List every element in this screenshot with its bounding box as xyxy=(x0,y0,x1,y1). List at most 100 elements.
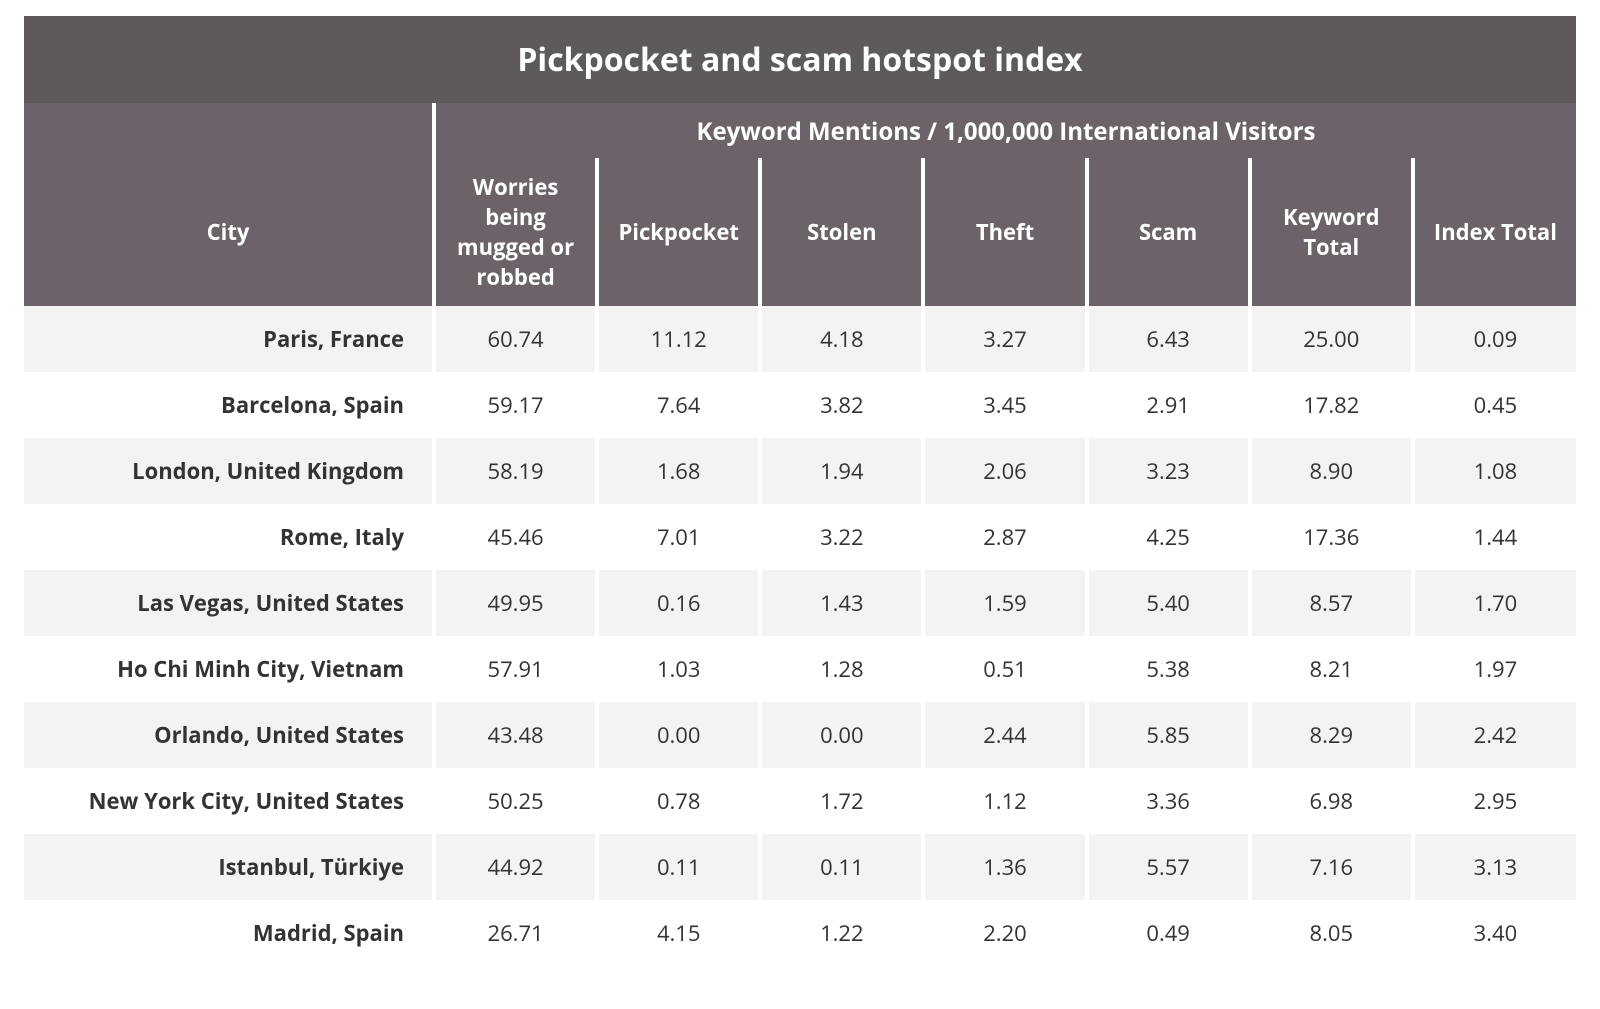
cell-scam: 0.49 xyxy=(1087,900,1250,966)
cell-pickpocket: 7.01 xyxy=(597,504,760,570)
cell-stolen: 0.00 xyxy=(760,702,923,768)
cell-worries: 60.74 xyxy=(434,306,597,372)
cell-pickpocket: 0.16 xyxy=(597,570,760,636)
cell-city: Barcelona, Spain xyxy=(24,372,434,438)
cell-index-total: 0.09 xyxy=(1413,306,1576,372)
cell-city: Rome, Italy xyxy=(24,504,434,570)
cell-scam: 3.36 xyxy=(1087,768,1250,834)
cell-keyword-total: 17.82 xyxy=(1250,372,1413,438)
cell-worries: 59.17 xyxy=(434,372,597,438)
cell-keyword-total: 6.98 xyxy=(1250,768,1413,834)
cell-city: London, United Kingdom xyxy=(24,438,434,504)
table-title: Pickpocket and scam hotspot index xyxy=(24,16,1576,103)
cell-city: Las Vegas, United States xyxy=(24,570,434,636)
hotspot-table: Keyword Mentions / 1,000,000 Internation… xyxy=(24,103,1576,966)
cell-scam: 5.40 xyxy=(1087,570,1250,636)
cell-keyword-total: 8.57 xyxy=(1250,570,1413,636)
cell-scam: 6.43 xyxy=(1087,306,1250,372)
cell-theft: 3.27 xyxy=(923,306,1086,372)
cell-worries: 49.95 xyxy=(434,570,597,636)
cell-index-total: 3.40 xyxy=(1413,900,1576,966)
table-row: Orlando, United States 43.48 0.00 0.00 2… xyxy=(24,702,1576,768)
cell-theft: 0.51 xyxy=(923,636,1086,702)
cell-pickpocket: 11.12 xyxy=(597,306,760,372)
cell-worries: 26.71 xyxy=(434,900,597,966)
cell-stolen: 3.82 xyxy=(760,372,923,438)
table-row: Rome, Italy 45.46 7.01 3.22 2.87 4.25 17… xyxy=(24,504,1576,570)
super-header-label: Keyword Mentions / 1,000,000 Internation… xyxy=(434,103,1576,158)
cell-keyword-total: 8.90 xyxy=(1250,438,1413,504)
page-container: Pickpocket and scam hotspot index Keywor… xyxy=(0,0,1600,982)
cell-scam: 4.25 xyxy=(1087,504,1250,570)
cell-pickpocket: 1.03 xyxy=(597,636,760,702)
table-body: Paris, France 60.74 11.12 4.18 3.27 6.43… xyxy=(24,306,1576,966)
cell-worries: 58.19 xyxy=(434,438,597,504)
cell-city: Ho Chi Minh City, Vietnam xyxy=(24,636,434,702)
cell-pickpocket: 0.11 xyxy=(597,834,760,900)
cell-worries: 44.92 xyxy=(434,834,597,900)
cell-scam: 2.91 xyxy=(1087,372,1250,438)
table-header-row: City Worries being mugged or robbed Pick… xyxy=(24,158,1576,306)
cell-theft: 3.45 xyxy=(923,372,1086,438)
cell-theft: 1.12 xyxy=(923,768,1086,834)
cell-pickpocket: 1.68 xyxy=(597,438,760,504)
cell-keyword-total: 8.21 xyxy=(1250,636,1413,702)
col-header-stolen: Stolen xyxy=(760,158,923,306)
cell-city: Paris, France xyxy=(24,306,434,372)
table-header: Keyword Mentions / 1,000,000 Internation… xyxy=(24,103,1576,306)
cell-keyword-total: 17.36 xyxy=(1250,504,1413,570)
table-row: Ho Chi Minh City, Vietnam 57.91 1.03 1.2… xyxy=(24,636,1576,702)
cell-index-total: 0.45 xyxy=(1413,372,1576,438)
cell-city: Madrid, Spain xyxy=(24,900,434,966)
cell-index-total: 2.42 xyxy=(1413,702,1576,768)
cell-theft: 2.44 xyxy=(923,702,1086,768)
table-row: Paris, France 60.74 11.12 4.18 3.27 6.43… xyxy=(24,306,1576,372)
cell-keyword-total: 25.00 xyxy=(1250,306,1413,372)
cell-index-total: 1.44 xyxy=(1413,504,1576,570)
table-row: Las Vegas, United States 49.95 0.16 1.43… xyxy=(24,570,1576,636)
cell-pickpocket: 7.64 xyxy=(597,372,760,438)
cell-index-total: 1.08 xyxy=(1413,438,1576,504)
cell-index-total: 3.13 xyxy=(1413,834,1576,900)
cell-stolen: 1.72 xyxy=(760,768,923,834)
col-header-worries: Worries being mugged or robbed xyxy=(434,158,597,306)
table-row: London, United Kingdom 58.19 1.68 1.94 2… xyxy=(24,438,1576,504)
cell-scam: 5.57 xyxy=(1087,834,1250,900)
cell-stolen: 4.18 xyxy=(760,306,923,372)
cell-keyword-total: 8.05 xyxy=(1250,900,1413,966)
super-header-empty xyxy=(24,103,434,158)
cell-worries: 45.46 xyxy=(434,504,597,570)
cell-theft: 2.06 xyxy=(923,438,1086,504)
cell-keyword-total: 7.16 xyxy=(1250,834,1413,900)
cell-theft: 1.59 xyxy=(923,570,1086,636)
cell-worries: 57.91 xyxy=(434,636,597,702)
cell-stolen: 1.22 xyxy=(760,900,923,966)
cell-worries: 43.48 xyxy=(434,702,597,768)
cell-index-total: 1.97 xyxy=(1413,636,1576,702)
col-header-keyword-total: Keyword Total xyxy=(1250,158,1413,306)
cell-city: New York City, United States xyxy=(24,768,434,834)
cell-pickpocket: 0.78 xyxy=(597,768,760,834)
cell-city: Orlando, United States xyxy=(24,702,434,768)
cell-stolen: 1.43 xyxy=(760,570,923,636)
col-header-theft: Theft xyxy=(923,158,1086,306)
col-header-scam: Scam xyxy=(1087,158,1250,306)
cell-keyword-total: 8.29 xyxy=(1250,702,1413,768)
table-row: Madrid, Spain 26.71 4.15 1.22 2.20 0.49 … xyxy=(24,900,1576,966)
cell-scam: 5.38 xyxy=(1087,636,1250,702)
cell-theft: 2.20 xyxy=(923,900,1086,966)
col-header-city: City xyxy=(24,158,434,306)
cell-scam: 3.23 xyxy=(1087,438,1250,504)
cell-city: Istanbul, Türkiye xyxy=(24,834,434,900)
cell-index-total: 2.95 xyxy=(1413,768,1576,834)
cell-worries: 50.25 xyxy=(434,768,597,834)
cell-pickpocket: 0.00 xyxy=(597,702,760,768)
cell-index-total: 1.70 xyxy=(1413,570,1576,636)
table-row: Barcelona, Spain 59.17 7.64 3.82 3.45 2.… xyxy=(24,372,1576,438)
cell-stolen: 0.11 xyxy=(760,834,923,900)
table-super-header-row: Keyword Mentions / 1,000,000 Internation… xyxy=(24,103,1576,158)
table-row: New York City, United States 50.25 0.78 … xyxy=(24,768,1576,834)
col-header-pickpocket: Pickpocket xyxy=(597,158,760,306)
cell-stolen: 3.22 xyxy=(760,504,923,570)
cell-stolen: 1.94 xyxy=(760,438,923,504)
